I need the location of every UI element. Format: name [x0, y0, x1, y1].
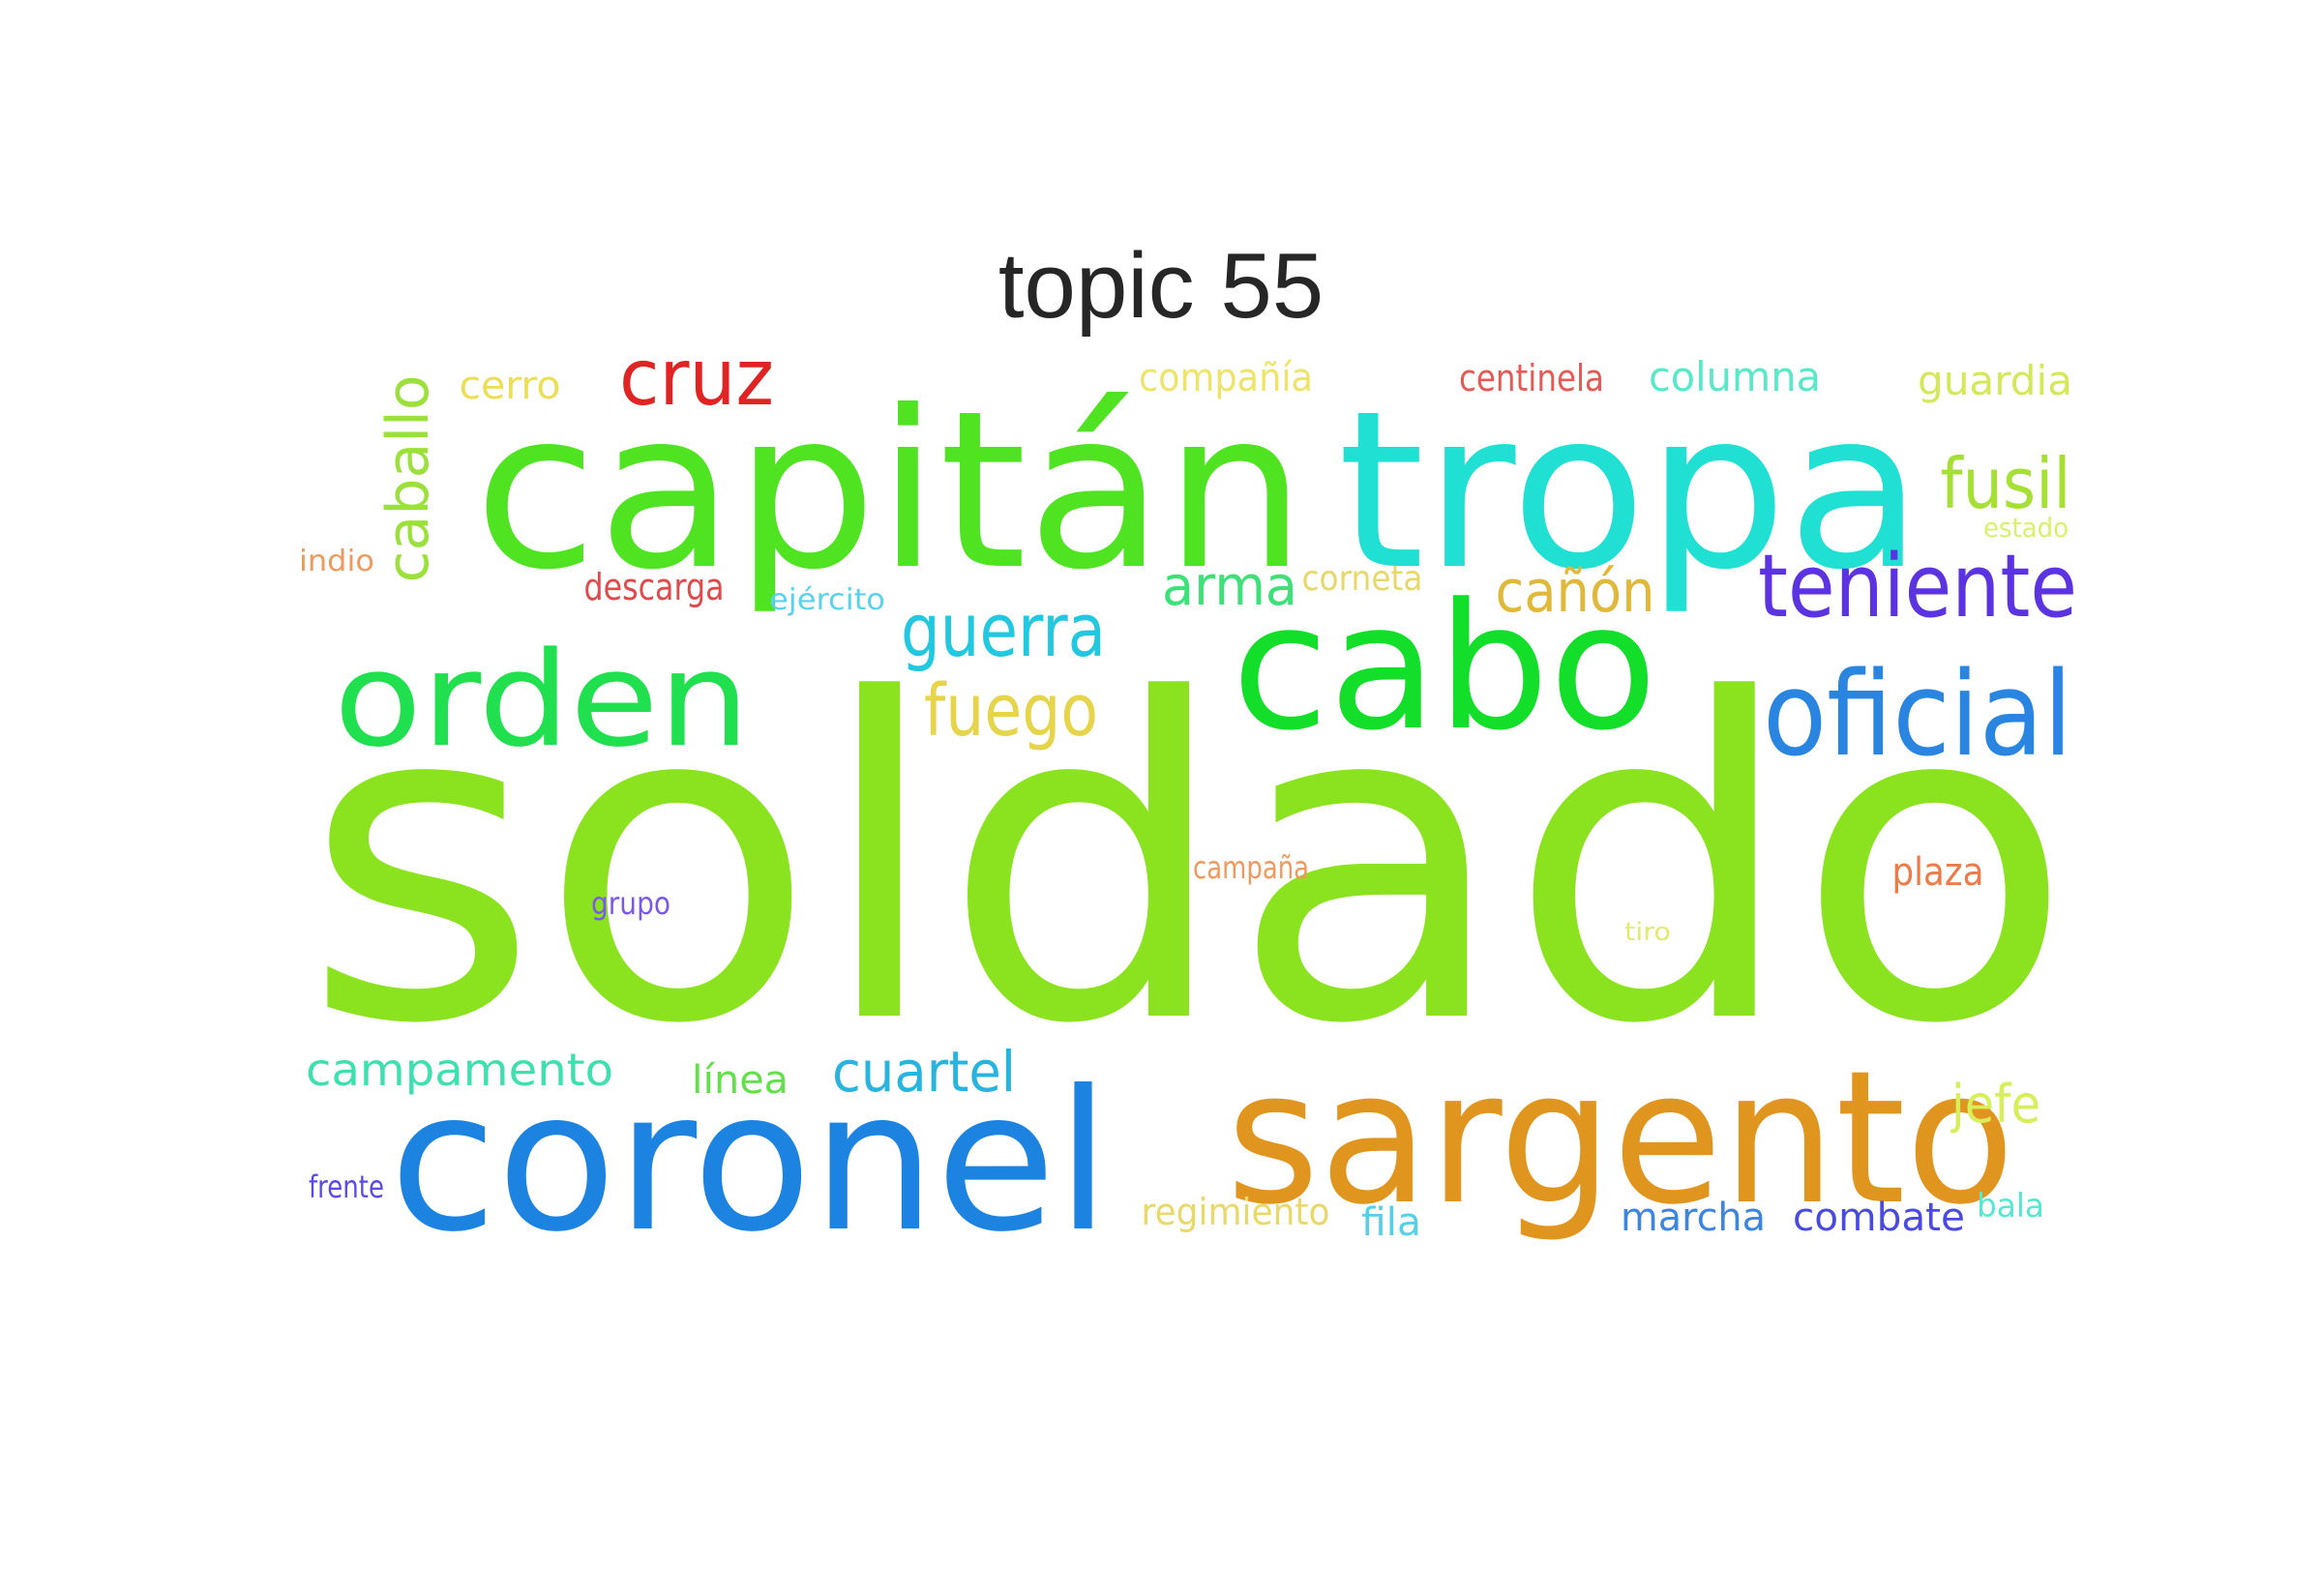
- word-guardia: guardia: [1918, 357, 2072, 404]
- word-frente: frente: [309, 1168, 384, 1205]
- word-cañón: cañón: [1496, 558, 1655, 626]
- word-fusil: fusil: [1941, 443, 2071, 524]
- word-corneta: corneta: [1302, 559, 1423, 599]
- word-cabo: cabo: [1232, 567, 1657, 769]
- word-bala: bala: [1977, 1187, 2044, 1226]
- word-indio: indio: [299, 545, 374, 578]
- word-descarga: descarga: [584, 566, 725, 608]
- word-caballo: caballo: [374, 375, 442, 583]
- word-cerro: cerro: [460, 364, 561, 408]
- word-jefe: jefe: [1950, 1074, 2040, 1135]
- word-tropa: tropa: [1338, 365, 1923, 618]
- word-oficial: oficial: [1763, 648, 2072, 783]
- word-grupo: grupo: [591, 885, 670, 922]
- word-cuartel: cuartel: [832, 1039, 1016, 1105]
- word-centinela: centinela: [1459, 357, 1604, 399]
- word-regimiento: regimiento: [1142, 1191, 1330, 1233]
- word-plaza: plaza: [1892, 850, 1984, 895]
- word-estado: estado: [1983, 512, 2069, 544]
- word-fuego: fuego: [924, 669, 1098, 753]
- word-ejército: ejército: [769, 583, 885, 617]
- word-guerra: guerra: [901, 587, 1106, 673]
- word-fila: fila: [1361, 1200, 1421, 1245]
- word-marcha: marcha: [1621, 1196, 1766, 1240]
- word-tiro: tiro: [1624, 918, 1671, 947]
- word-cruz: cruz: [619, 333, 774, 423]
- word-combate: combate: [1793, 1196, 1965, 1240]
- word-arma: arma: [1162, 555, 1297, 618]
- word-capitán: capitán: [474, 365, 1306, 618]
- word-coronel: coronel: [390, 1049, 1111, 1275]
- word-orden: orden: [334, 624, 750, 776]
- word-campamento: campamento: [306, 1044, 613, 1096]
- word-campaña: campaña: [1193, 849, 1309, 886]
- word-columna: columna: [1649, 353, 1821, 400]
- word-teniente: teniente: [1758, 536, 2077, 637]
- word-soldado: soldado: [303, 608, 2073, 1120]
- word-línea: línea: [692, 1058, 789, 1103]
- word-sargento: sargento: [1227, 1031, 2015, 1245]
- word-compañía: compañía: [1139, 356, 1313, 400]
- chart-title: topic 55: [997, 234, 1325, 338]
